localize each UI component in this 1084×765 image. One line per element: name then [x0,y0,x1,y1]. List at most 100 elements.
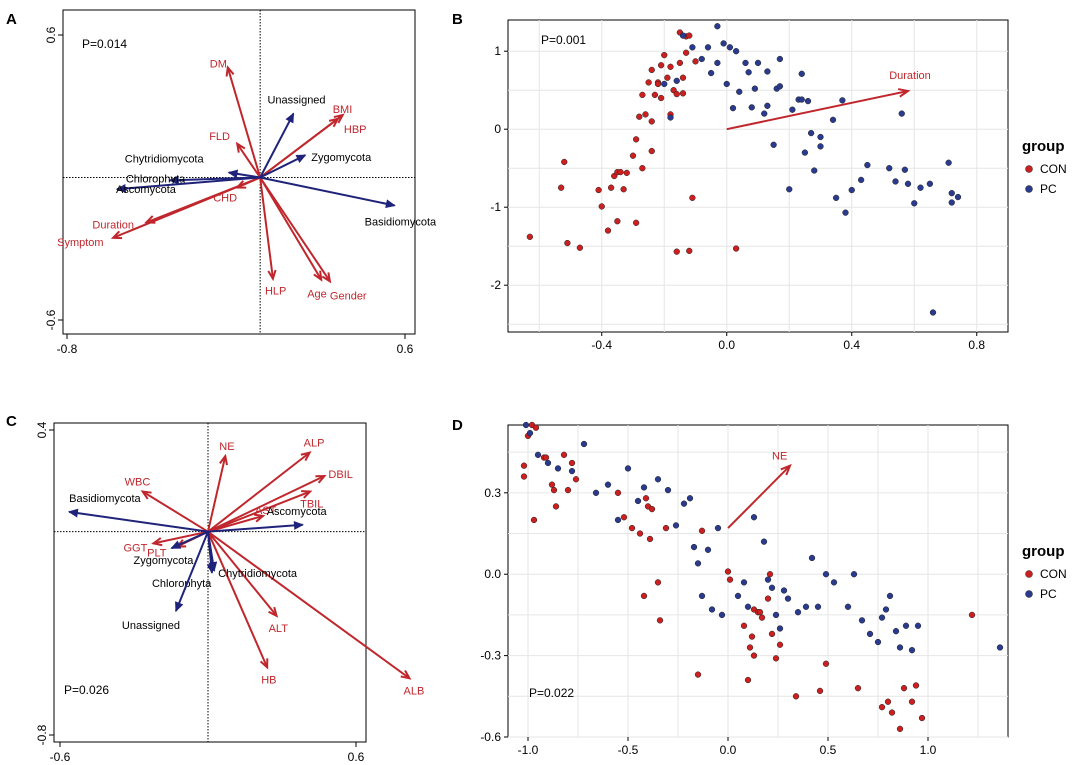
arrow-unassigned [259,113,295,178]
point-pc [732,48,740,55]
point-pc [807,129,815,137]
point-pc [667,114,674,121]
point-con [520,473,528,480]
y-tick-label: 0 [494,122,501,136]
point-con [636,113,643,120]
arrowhead-hlp [267,269,277,282]
y-tick-label: -0.8 [35,724,49,745]
y-tick-label: -0.3 [480,649,501,663]
point-con [654,80,662,88]
arrow-unassigned [175,531,209,612]
arrow-label-ne: NE [772,451,787,463]
arrow-label-bmi: BMI [333,104,353,116]
panel-C-frame [53,422,367,743]
point-con [968,611,976,619]
arrow-label-alb: ALB [404,685,425,697]
point-pc [864,161,871,169]
panel-A: A -0.8 0.6 -0.6 0.6 P=0.014 DM FLD BMI HBP CHD Dur… [6,9,437,356]
y-tick-label: 0.6 [44,26,58,43]
arrow-label-chlorophyta: Chlorophyta [152,578,212,590]
point-con [746,644,754,651]
point-con [664,74,671,81]
arrow-duration [726,90,909,131]
point-pc [832,194,840,201]
point-con [679,74,687,81]
point-con [607,184,615,191]
point-pc [694,560,702,567]
point-con [642,111,649,118]
point-pc [714,524,722,532]
point-con [532,424,540,431]
arrow-label-ne: NE [219,441,234,453]
arrow-alt [207,531,278,617]
legend-label-con: CON [1040,567,1067,581]
point-pc [776,625,784,632]
arrow-wbc [142,490,209,533]
arrowhead-zygomycota [295,154,307,164]
arrowhead-fld [235,141,246,153]
point-con [766,571,774,578]
point-pc [534,451,542,458]
point-con [560,451,568,458]
point-con [632,219,640,226]
point-con [694,671,702,678]
point-pc [770,141,777,148]
point-pc [848,186,855,194]
point-con [686,32,693,39]
point-con [908,698,916,705]
arrowhead-chlorophyta [168,175,179,185]
arrowhead-hb [259,658,269,670]
x-tick-label: 0.0 [718,338,735,352]
point-con [673,248,680,255]
point-pc [798,70,805,77]
arrow-hlp [259,177,274,279]
arrowhead-ggt [151,537,163,547]
point-con [552,503,560,510]
y-tick-label: -2 [490,278,501,292]
point-con [692,58,699,65]
point-pc [857,176,865,184]
point-pc [874,638,882,646]
point-con [676,59,684,67]
y-tick-label: -1 [490,200,501,214]
point-pc [686,495,694,502]
point-pc [764,576,772,583]
p-value-label: P=0.001 [541,33,586,47]
y-tick-label: 1 [494,44,501,58]
arrowhead-chytridiomycota [208,561,218,573]
point-pc [723,80,730,88]
point-con [732,245,740,252]
point-con [758,614,766,621]
point-con [642,495,650,502]
point-pc [830,579,838,586]
point-pc [886,165,893,172]
x-tick-label: -0.6 [50,750,71,764]
point-con [648,147,655,155]
point-con [657,94,665,102]
point-pc [794,609,802,616]
arrow-label-tbil: TBIL [300,499,323,511]
point-pc [754,59,762,67]
point-con [576,244,584,251]
x-tick-label: -0.8 [57,342,78,356]
arrow-label-plt: PLT [147,548,167,560]
p-value-label: P=0.014 [82,37,127,51]
point-pc [740,579,748,586]
point-pc [522,421,530,429]
x-tick-label: -0.5 [618,743,639,757]
point-pc [614,516,622,524]
arrow-ne [207,455,227,532]
point-con [884,698,892,705]
point-con [878,704,886,711]
point-con [568,459,576,467]
point-con [639,165,646,172]
panel-B-frame [507,19,1009,333]
point-pc [822,571,830,578]
point-pc [707,69,715,77]
arrow-label-ascomycota: Ascomycota [116,184,177,196]
point-pc [945,159,952,166]
arrowhead-dm [225,65,235,77]
point-con [614,489,622,496]
x-tick-label: 0.8 [968,338,985,352]
point-con [564,486,572,494]
